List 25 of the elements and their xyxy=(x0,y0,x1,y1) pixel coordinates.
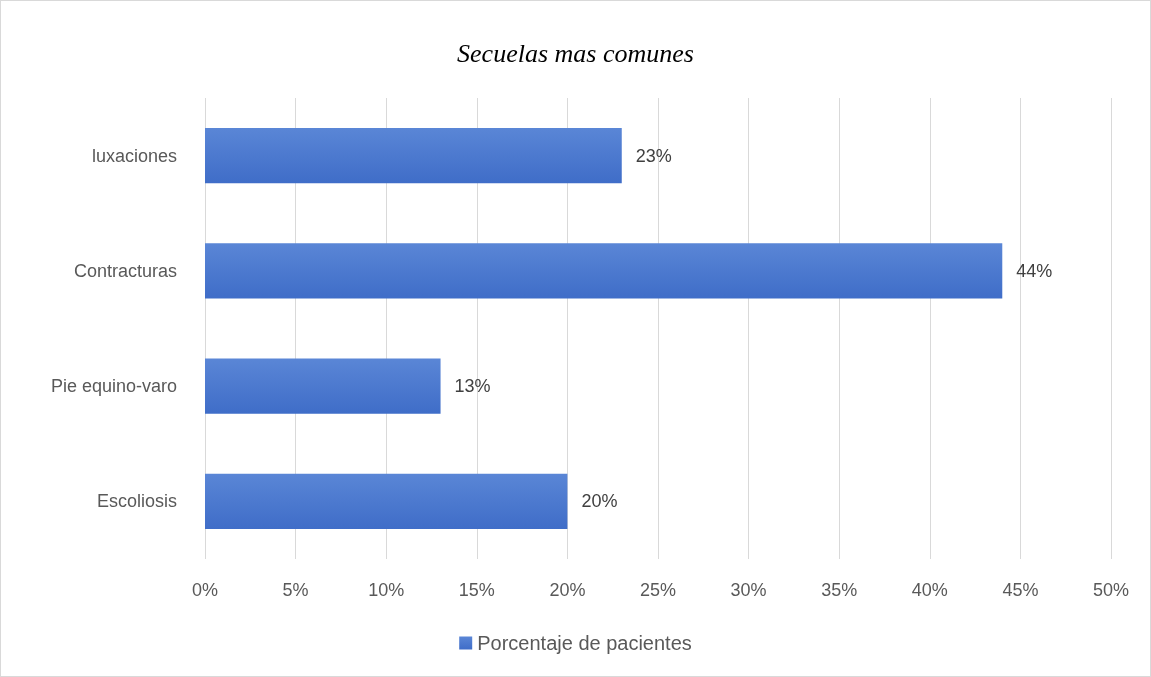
x-tick-label: 5% xyxy=(282,580,309,600)
x-tick-label: 35% xyxy=(821,580,858,600)
y-tick-label: Escoliosis xyxy=(96,491,177,512)
x-tick-label: 50% xyxy=(1092,580,1130,600)
bar xyxy=(205,473,568,530)
y-tick-label: luxaciones xyxy=(91,145,177,166)
x-tick-label: 40% xyxy=(911,580,948,600)
bar xyxy=(205,127,622,184)
bar xyxy=(205,358,441,414)
x-tick-label: 25% xyxy=(639,580,677,600)
chart-title: Secuelas mas comunes xyxy=(457,38,694,68)
x-tick-label: 20% xyxy=(549,580,586,600)
bar xyxy=(205,243,1003,299)
legend-label: Porcentaje de pacientes xyxy=(477,632,692,654)
y-tick-label: Pie equino-varo xyxy=(50,376,177,397)
x-tick-label: 0% xyxy=(191,580,219,600)
data-label: 44% xyxy=(1016,260,1053,281)
data-label: 13% xyxy=(454,376,491,397)
x-tick-label: 30% xyxy=(730,580,767,600)
x-tick-label: 10% xyxy=(368,580,405,600)
data-label: 23% xyxy=(635,145,672,166)
x-tick-label: 15% xyxy=(458,580,495,600)
y-tick-label: Contracturas xyxy=(73,260,177,281)
x-tick-label: 45% xyxy=(1002,580,1039,600)
data-label: 20% xyxy=(581,491,618,512)
